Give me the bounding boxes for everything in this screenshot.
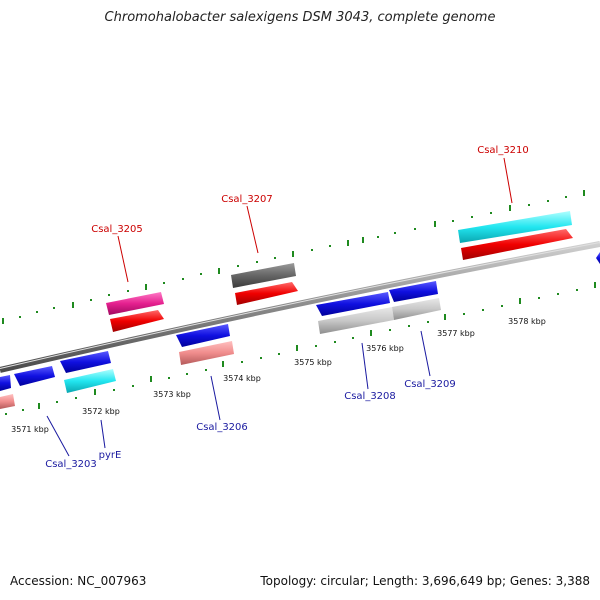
genome-backbone-highlight: [0, 242, 600, 369]
gene-feature-csal-3208-track[interactable]: [318, 307, 394, 334]
gene-feature-csal-3206-track[interactable]: [179, 341, 234, 365]
label-leader-lines: [46, 157, 513, 457]
gene-label-pyre[interactable]: pyrE: [99, 450, 122, 461]
gene-feature-left-edge[interactable]: [0, 375, 11, 391]
gene-label-csal-3206[interactable]: Csal_3206: [196, 422, 248, 433]
leader-pyre: [100, 419, 106, 449]
leader-csal-3207: [246, 205, 259, 254]
leader-csal-3208: [361, 342, 369, 390]
gene-label-csal-3208[interactable]: Csal_3208: [344, 391, 396, 402]
tick-label-3578: 3578 kbp: [508, 317, 546, 326]
leader-csal-3210: [503, 157, 513, 204]
gene-label-csal-3205[interactable]: Csal_3205: [91, 224, 143, 235]
gene-feature-csal-3207-track[interactable]: [231, 263, 296, 288]
gene-label-csal-3209[interactable]: Csal_3209: [404, 379, 456, 390]
gene-feature-left-edge-track[interactable]: [0, 394, 15, 409]
gene-feature-csal-3207[interactable]: [235, 282, 298, 305]
accession-label: Accession: NC_007963: [10, 574, 147, 588]
leader-csal-3203: [46, 415, 70, 457]
gene-label-csal-3210[interactable]: Csal_3210: [477, 145, 529, 156]
gene-feature-csal-3203[interactable]: [14, 366, 55, 386]
genome-stats-label: Topology: circular; Length: 3,696,649 bp…: [260, 574, 590, 588]
gene-label-csal-3203[interactable]: Csal_3203: [45, 459, 97, 470]
gene-feature-csal-3208[interactable]: [316, 292, 390, 316]
gene-feature-csal-3205-track[interactable]: [106, 292, 164, 315]
forward-tick-track: [2, 190, 585, 324]
gene-label-csal-3207[interactable]: Csal_3207: [221, 194, 273, 205]
forward-strand-features: [106, 211, 573, 332]
tick-label-3574: 3574 kbp: [223, 374, 261, 383]
gene-feature-pyre-track[interactable]: [64, 369, 116, 393]
page-title: Chromohalobacter salexigens DSM 3043, co…: [104, 10, 496, 25]
tick-label-3572: 3572 kbp: [82, 407, 120, 416]
leader-csal-3206: [210, 375, 221, 421]
gene-feature-csal-3209-track[interactable]: [392, 298, 441, 320]
gene-feature-csal-3209[interactable]: [389, 281, 438, 302]
gene-feature-pyre[interactable]: [60, 351, 111, 373]
gene-feature-right-edge[interactable]: [596, 252, 600, 264]
genome-backbone: [0, 241, 600, 373]
reverse-strand-features: [0, 252, 600, 409]
leader-csal-3205: [117, 235, 129, 283]
gene-feature-csal-3210[interactable]: [461, 229, 573, 260]
kbp-tick-labels: 3571 kbp 3572 kbp 3573 kbp 3574 kbp 3575…: [11, 317, 546, 434]
tick-label-3575: 3575 kbp: [294, 358, 332, 367]
gene-feature-csal-3210-track[interactable]: [458, 211, 572, 243]
reverse-tick-track: [5, 282, 596, 415]
tick-label-3576: 3576 kbp: [366, 344, 404, 353]
leader-csal-3209: [420, 330, 431, 377]
gene-feature-csal-3205[interactable]: [110, 310, 164, 332]
gene-labels: Csal_3205 Csal_3207 Csal_3210 Csal_3203 …: [45, 145, 529, 470]
tick-label-3573: 3573 kbp: [153, 390, 191, 399]
tick-label-3571: 3571 kbp: [11, 425, 49, 434]
tick-label-3577: 3577 kbp: [437, 329, 475, 338]
gene-feature-csal-3206[interactable]: [176, 324, 230, 347]
